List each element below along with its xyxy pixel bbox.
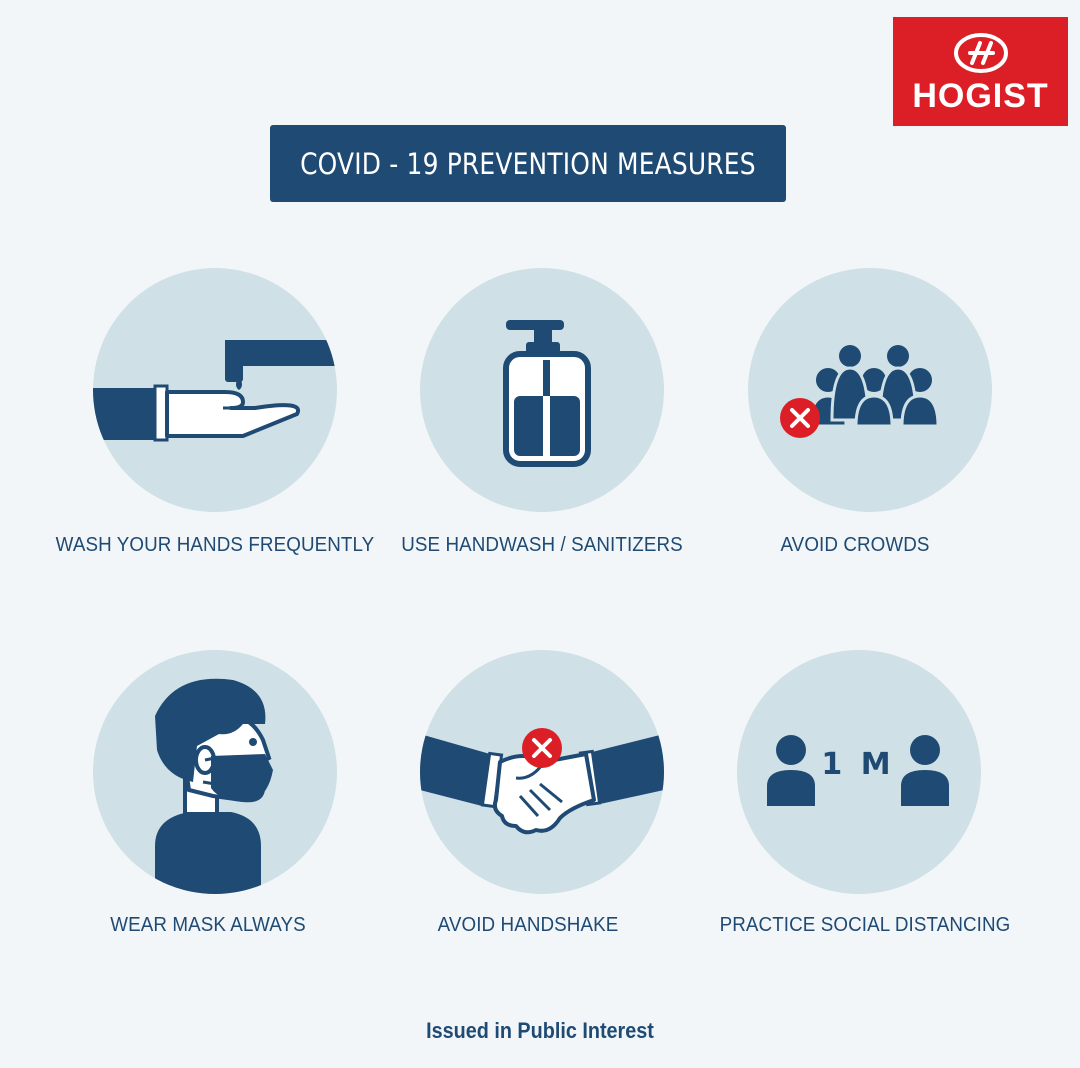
brand-name: HOGIST bbox=[912, 77, 1049, 115]
measure-circle-handshake bbox=[420, 650, 664, 894]
brand-logo: HOGIST bbox=[893, 17, 1068, 126]
measure-circle-mask bbox=[93, 650, 337, 894]
measure-label: AVOID HANDSHAKE bbox=[437, 914, 619, 936]
measure-label: WASH YOUR HANDS FREQUENTLY bbox=[55, 534, 375, 556]
social-distance-icon: 1 M bbox=[767, 735, 949, 806]
measure-label: WEAR MASK ALWAYS bbox=[110, 914, 306, 936]
crowd-icon bbox=[780, 345, 940, 438]
hogist-logo-icon bbox=[953, 33, 1008, 73]
footer-notice: Issued in Public Interest bbox=[426, 1018, 654, 1043]
mask-icon bbox=[155, 678, 273, 894]
sanitizer-bottle-icon bbox=[503, 320, 591, 467]
measure-circle-crowds bbox=[748, 268, 992, 512]
page-title: COVID - 19 PREVENTION MEASURES bbox=[300, 146, 756, 181]
distance-text: 1 M bbox=[821, 747, 894, 782]
measure-circle-wash-hands bbox=[93, 268, 337, 512]
handshake-icon bbox=[420, 728, 664, 835]
hand-wash-icon bbox=[93, 340, 337, 442]
measure-circle-sanitizer bbox=[420, 268, 664, 512]
measure-label: AVOID CROWDS bbox=[780, 534, 930, 556]
measure-label: USE HANDWASH / SANITIZERS bbox=[401, 534, 683, 556]
measure-label: PRACTICE SOCIAL DISTANCING bbox=[719, 914, 1011, 936]
measure-circle-social-distancing: 1 M bbox=[737, 650, 981, 894]
title-banner: COVID - 19 PREVENTION MEASURES bbox=[270, 125, 786, 202]
